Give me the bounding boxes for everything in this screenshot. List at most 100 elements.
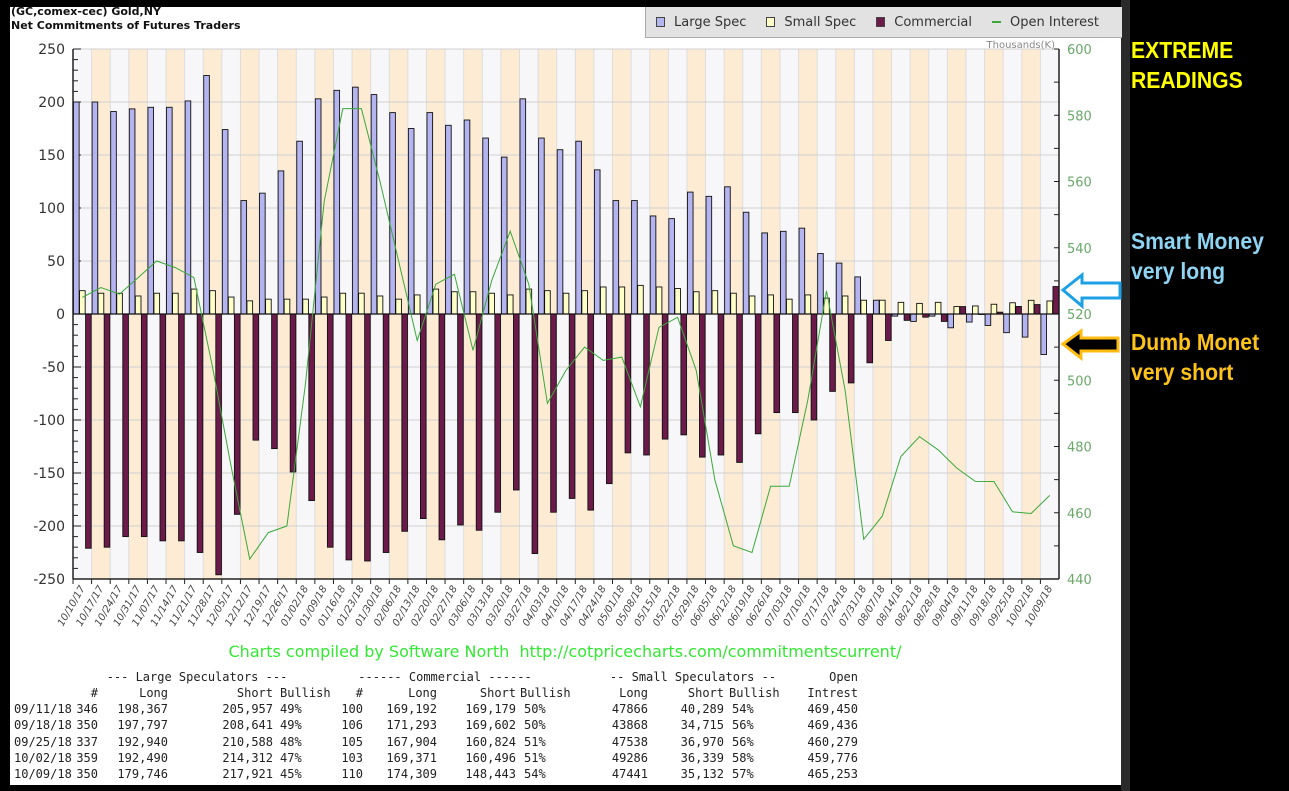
commercial-bar (606, 313, 613, 485)
table-cell: 469,450 (807, 702, 858, 716)
table-cell: 350 (76, 718, 98, 733)
table-cell: 359 (76, 750, 98, 765)
small-spec-bar (990, 303, 998, 315)
cot-chart: 250200150100500-50-100-150-200-250600580… (33, 40, 1092, 628)
table-column-header: Long (408, 686, 437, 700)
table-cell: 57% (732, 767, 754, 782)
left-axis-tick-label: -150 (33, 466, 65, 482)
small-spec-bar (227, 296, 235, 315)
table-cell: 169,602 (465, 718, 516, 733)
commercial-bar (643, 313, 650, 456)
table-column-header: Bullish (729, 686, 780, 700)
commercial-bar (773, 313, 781, 414)
small-spec-bar (153, 292, 161, 315)
annotation-line: Dumb Monet (1131, 329, 1260, 355)
left-axis-tick-label: -200 (33, 519, 65, 535)
commercial-bar (215, 313, 222, 576)
small-spec-bar (655, 286, 663, 315)
table-cell: 51% (524, 750, 546, 765)
large-spec-bar (556, 149, 564, 315)
large-spec-bar (1003, 313, 1010, 334)
table-cell: 179,746 (117, 767, 168, 782)
extreme-readings-note: EXTREME READINGS (1131, 35, 1243, 95)
large-spec-bar (966, 313, 973, 323)
table-cell: 49% (280, 718, 302, 733)
table-cell: 167,904 (386, 734, 437, 749)
small-spec-bar (376, 295, 384, 315)
table-column-header: Short (479, 686, 516, 700)
table-row-date: 09/18/18 (14, 718, 72, 733)
table-cell: 58% (732, 750, 754, 765)
table-cell: 50% (524, 702, 546, 716)
right-axis-tick-label: 500 (1067, 374, 1092, 389)
table-cell: 110 (341, 767, 363, 782)
small-spec-bar (804, 294, 812, 315)
large-spec-bar (910, 313, 917, 322)
large-spec-swatch-icon (656, 17, 665, 27)
large-spec-bar (277, 170, 285, 315)
legend-label: Large Spec (674, 14, 747, 30)
large-spec-bar (705, 195, 713, 315)
table-cell: 210,588 (222, 734, 273, 749)
commercial-bar (419, 313, 427, 520)
large-spec-bar (686, 191, 694, 315)
table-cell: 49286 (611, 750, 648, 765)
large-spec-bar (742, 211, 750, 315)
table-cell: 192,940 (117, 734, 168, 749)
commercial-bar (438, 313, 446, 541)
commercial-bar (401, 313, 408, 532)
table-cell: 54% (732, 702, 754, 716)
table-cell: 169,371 (386, 750, 437, 765)
commercial-bar (364, 313, 371, 562)
left-axis-tick-label: 250 (38, 42, 65, 58)
small-spec-bar (767, 294, 774, 315)
commercial-bar (624, 313, 632, 454)
small-spec-bar (972, 305, 979, 315)
open-interest-line (82, 108, 1051, 561)
small-spec-bar (562, 292, 570, 315)
table-cell: 40,289 (680, 702, 724, 716)
large-spec-bar (370, 94, 378, 315)
left-axis-tick-label: 150 (38, 148, 65, 164)
table-group-header: Open (829, 670, 858, 684)
small-spec-bar (451, 291, 458, 315)
table-cell: 337 (76, 734, 98, 749)
large-spec-bar (147, 106, 155, 315)
table-cell: 197,797 (117, 718, 168, 733)
large-spec-bar (407, 128, 415, 315)
table-cell: 106 (341, 718, 363, 733)
table-cell: 49% (280, 702, 302, 716)
table-cell: 54% (524, 767, 546, 782)
table-cell: 169,179 (465, 702, 516, 716)
small-spec-bar (637, 284, 644, 315)
commercial-bar (847, 313, 855, 384)
left-axis-tick-label: 0 (56, 307, 65, 323)
left-axis-tick-label: 200 (38, 95, 65, 111)
commercial-bar (289, 313, 297, 473)
large-spec-bar (798, 227, 806, 315)
commercial-bar (866, 313, 874, 364)
smart-money-note: Smart Money very long (1131, 226, 1264, 286)
large-spec-bar (724, 186, 731, 315)
chart-title: Net Commitments of Futures Traders (11, 19, 241, 32)
table-cell: 36,970 (680, 734, 724, 749)
large-spec-bar (593, 169, 601, 315)
small-spec-bar (395, 298, 402, 315)
commercial-bar (680, 313, 687, 436)
right-axis-tick-label: 460 (1067, 507, 1092, 522)
commercial-bar (382, 313, 390, 553)
large-spec-bar (296, 140, 303, 315)
commercial-bar (531, 313, 539, 555)
panel-edge (1121, 0, 1130, 791)
large-spec-bar (854, 276, 861, 315)
table-cell: 169,192 (386, 702, 437, 716)
large-spec-bar (203, 75, 210, 315)
commercial-bar (513, 313, 520, 491)
commercial-bar (959, 306, 967, 315)
large-spec-bar (482, 137, 489, 315)
right-axis-unit-label: Thousands(K) (986, 40, 1056, 51)
large-spec-bar (352, 86, 359, 315)
small-spec-bar (953, 306, 961, 315)
table-cell: 459,776 (807, 750, 858, 765)
large-spec-bar (835, 262, 843, 315)
